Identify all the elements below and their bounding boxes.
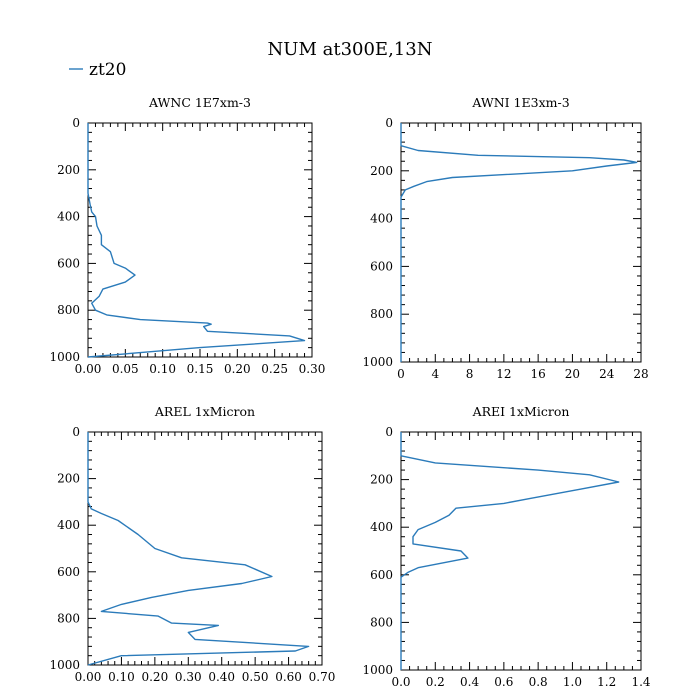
x-tick-label: 0.60 <box>275 670 302 684</box>
panel-title: AREI 1xMicron <box>472 404 570 419</box>
y-tick-label: 800 <box>370 615 393 629</box>
x-tick-label: 0.8 <box>529 675 548 689</box>
x-tick-label: 1.0 <box>563 675 582 689</box>
panel-awni: AWNI 1E3xm-3 0 4 8 12 16 20 24 28 0 200 400 600 800 10… <box>362 95 648 381</box>
y-tick-label: 800 <box>57 611 80 625</box>
x-tick-label: 0.0 <box>391 675 410 689</box>
legend-label: zt20 <box>89 60 126 80</box>
x-tick-label: 28 <box>633 367 648 381</box>
panel-title: AWNI 1E3xm-3 <box>471 95 569 110</box>
y-tick-label: 200 <box>57 472 80 486</box>
panel-title: AWNC 1E7xm-3 <box>148 95 251 110</box>
y-tick-label: 600 <box>370 568 393 582</box>
panel-arei: AREI 1xMicron 0.0 0.2 0.4 0.6 0.8 1.0 1.2 1.4 0 20… <box>362 404 650 689</box>
legend: zt20 <box>69 60 126 80</box>
panel-arel: AREL 1xMicron 0.00 0.10 0.20 0.30 0.40 0.50 0.6… <box>49 404 335 684</box>
x-tick-label: 0.4 <box>460 675 479 689</box>
x-tick-label: 0.30 <box>299 362 326 376</box>
x-tick-label: 8 <box>466 367 474 381</box>
y-tick-label: 400 <box>370 212 393 226</box>
y-tick-label: 1000 <box>49 658 80 672</box>
x-tick-label: 20 <box>565 367 580 381</box>
y-tick-label: 400 <box>57 210 80 224</box>
y-tick-label: 200 <box>57 163 80 177</box>
x-tick-label: 12 <box>496 367 511 381</box>
x-tick-label: 1.4 <box>631 675 650 689</box>
series-line-zt20 <box>400 123 638 362</box>
x-tick-label: 0.2 <box>426 675 445 689</box>
x-tick-label: 0 <box>397 367 405 381</box>
y-tick-label: 0 <box>72 116 80 130</box>
x-tick-label: 0.00 <box>75 362 102 376</box>
x-tick-label: 0.50 <box>242 670 269 684</box>
x-tick-label: 0.20 <box>141 670 168 684</box>
y-tick-label: 600 <box>57 565 80 579</box>
y-tick-label: 600 <box>370 259 393 273</box>
x-tick-label: 0.6 <box>494 675 513 689</box>
plot-frame <box>87 431 323 666</box>
plot-frame <box>87 122 313 358</box>
x-tick-label: 24 <box>599 367 615 381</box>
y-tick-label: 200 <box>370 164 393 178</box>
panel-title: AREL 1xMicron <box>154 404 255 419</box>
x-tick-label: 0.00 <box>75 670 102 684</box>
y-tick-label: 400 <box>57 518 80 532</box>
y-tick-label: 1000 <box>362 663 393 677</box>
y-tick-label: 0 <box>72 425 80 439</box>
series-line-zt20 <box>400 432 620 670</box>
figure-title: NUM at300E,13N <box>268 39 433 60</box>
y-tick-label: 1000 <box>362 355 393 369</box>
x-tick-label: 0.10 <box>149 362 176 376</box>
series-line-zt20 <box>87 432 310 666</box>
x-tick-label: 0.70 <box>309 670 336 684</box>
x-tick-label: 0.40 <box>208 670 235 684</box>
x-tick-label: 4 <box>431 367 439 381</box>
x-tick-label: 1.2 <box>597 675 616 689</box>
y-tick-label: 800 <box>370 307 393 321</box>
x-tick-label: 0.30 <box>175 670 202 684</box>
y-tick-label: 800 <box>57 303 80 317</box>
y-tick-label: 200 <box>370 473 393 487</box>
y-tick-label: 600 <box>57 256 80 270</box>
x-tick-label: 0.05 <box>112 362 139 376</box>
x-tick-label: 0.10 <box>108 670 135 684</box>
x-tick-label: 0.25 <box>261 362 288 376</box>
x-tick-label: 0.15 <box>187 362 214 376</box>
panel-awnc: AWNC 1E7xm-3 0.00 0.05 0.10 0.15 0.20 0.25 0.30… <box>49 95 325 376</box>
x-tick-label: 0.20 <box>224 362 251 376</box>
x-tick-label: 16 <box>531 367 546 381</box>
y-tick-label: 1000 <box>49 350 80 364</box>
series-line-zt20 <box>87 123 306 358</box>
plot-frame <box>400 431 642 671</box>
y-tick-label: 0 <box>385 425 393 439</box>
y-tick-label: 0 <box>385 116 393 130</box>
y-tick-label: 400 <box>370 520 393 534</box>
